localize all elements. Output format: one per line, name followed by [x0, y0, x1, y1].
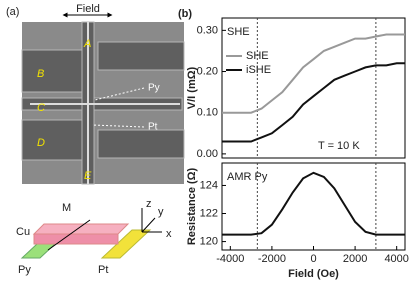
- m-label: M: [62, 202, 71, 214]
- legend-label: iSHE: [246, 64, 271, 76]
- y-tick-label: 0.00: [197, 148, 218, 160]
- pad-label: A: [83, 38, 91, 50]
- y-axis-label: V/I (mΩ): [186, 66, 198, 109]
- pad-label: C: [37, 102, 45, 114]
- y-tick-label: 0.10: [197, 107, 218, 119]
- axis-z: z: [146, 198, 152, 210]
- pad-label: B: [37, 68, 44, 80]
- chart-text: AMR Py: [227, 171, 268, 183]
- cu-bar: [33, 233, 119, 245]
- y-tick-label: 0.20: [197, 65, 218, 77]
- x-tick-label: -2000: [258, 253, 286, 265]
- pointer: [94, 87, 145, 101]
- pt-bar: [100, 229, 152, 259]
- panel-label: (a): [6, 6, 19, 18]
- y-tick-label: 0.30: [197, 24, 218, 36]
- x-axis-label: Field (Oe): [288, 268, 339, 280]
- py-label: Py: [148, 83, 160, 94]
- x-tick-label: -4000: [216, 253, 244, 265]
- x-tick-label: 0: [310, 253, 316, 265]
- plot-frame: [221, 17, 406, 159]
- pt-label: Pt: [148, 122, 158, 133]
- pointer: [91, 124, 145, 128]
- y-tick-label: 124: [200, 179, 218, 191]
- pt-label: Pt: [98, 264, 108, 276]
- axes-icon: [141, 208, 162, 233]
- electrodes: [21, 21, 185, 185]
- legend-label: SHE: [246, 50, 269, 62]
- x-tick-label: 2000: [343, 253, 367, 265]
- data-line: [222, 33, 405, 114]
- y-tick-label: 122: [200, 207, 218, 219]
- chart-text: SHE: [227, 26, 250, 38]
- pad-label: E: [84, 170, 92, 182]
- cu-label: Cu: [16, 226, 30, 238]
- data-line: [222, 171, 405, 236]
- field-label: Field: [76, 3, 100, 15]
- pad-label: D: [37, 137, 45, 149]
- py-label: Py: [18, 264, 31, 276]
- cu-bar: [32, 223, 130, 235]
- y-axis-label: Resistance (Ω): [186, 168, 198, 246]
- m-arrow: [47, 219, 91, 251]
- axis-y: y: [158, 206, 164, 218]
- data-line: [222, 62, 405, 143]
- annotation: T = 10 K: [318, 140, 360, 152]
- axis-x: x: [166, 228, 172, 240]
- x-tick-label: 4000: [384, 253, 408, 265]
- panel-label: (b): [178, 8, 192, 20]
- y-tick-label: 120: [200, 235, 218, 247]
